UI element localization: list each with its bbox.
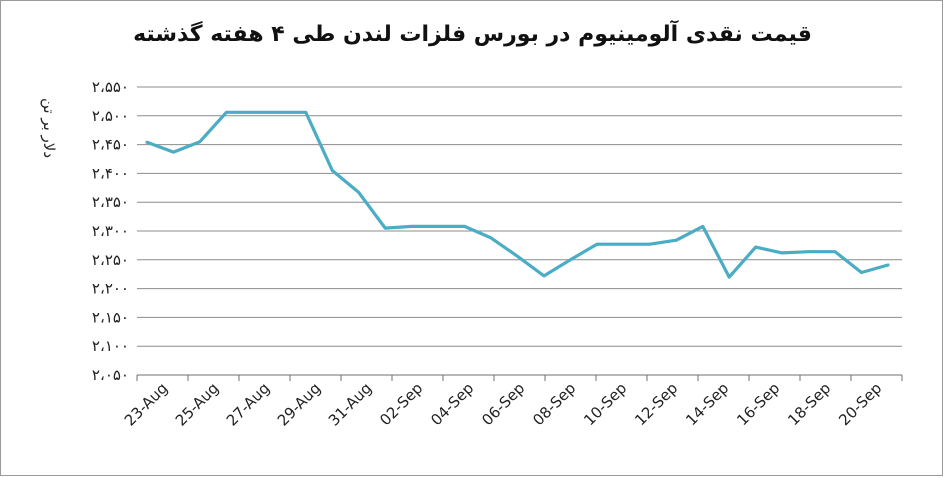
- y-tick-label: ۲،۲۰۰: [92, 280, 129, 298]
- x-tick-label: 16-Sep: [733, 379, 783, 429]
- x-tick-label: 31-Aug: [325, 379, 376, 430]
- x-tick-label: 12-Sep: [631, 379, 681, 429]
- x-tick-label: 27-Aug: [223, 379, 274, 430]
- x-tick-label: 20-Sep: [835, 379, 885, 429]
- y-tick-label: ۲،۵۵۰: [92, 78, 129, 96]
- x-axis: 23-Aug 25-Aug 27-Aug 29-Aug 31-Aug 02-Sep 04-S…: [121, 374, 903, 430]
- y-tick-label: ۲،۳۵۰: [92, 193, 129, 211]
- y-tick-label: ۲،۴۵۰: [92, 136, 129, 154]
- y-axis: ۲،۰۵۰ ۲،۱۰۰ ۲،۱۵۰ ۲،۲۰۰ ۲،۲۵۰ ۲،۳۰۰ ۲،۳۵۰ ۲،۴۰۰…: [92, 78, 129, 384]
- x-tick-label: 04-Sep: [427, 379, 477, 429]
- y-tick-label: ۲،۱۵۰: [92, 308, 129, 326]
- grid-lines: [137, 86, 902, 347]
- x-tick-label: 02-Sep: [376, 379, 426, 429]
- y-tick-label: ۲،۵۰۰: [92, 107, 129, 125]
- series-line: [145, 110, 890, 279]
- y-tick-label: ۲،۴۰۰: [92, 164, 129, 182]
- y-tick-label: ۲،۳۰۰: [92, 222, 129, 240]
- x-tick-label: 25-Aug: [172, 379, 223, 430]
- y-tick-label: ۲،۲۵۰: [92, 251, 129, 269]
- chart-title: قیمت نقدی آلومینیوم در بورس فلزات لندن ط…: [133, 22, 812, 47]
- x-tick-label: 29-Aug: [274, 379, 325, 430]
- x-tick-label: 14-Sep: [682, 379, 732, 429]
- series-layer: [145, 110, 890, 279]
- y-tick-label: ۲،۰۵۰: [92, 366, 129, 384]
- x-tick-label: 08-Sep: [529, 379, 579, 429]
- x-tick-label: 06-Sep: [478, 379, 528, 429]
- y-tick-label: ۲،۱۰۰: [92, 337, 129, 355]
- x-tick-label: 23-Aug: [121, 379, 172, 430]
- y-axis-label: دلار بر تن: [40, 98, 58, 158]
- x-tick-label: 18-Sep: [784, 379, 834, 429]
- x-tick-label: 10-Sep: [580, 379, 630, 429]
